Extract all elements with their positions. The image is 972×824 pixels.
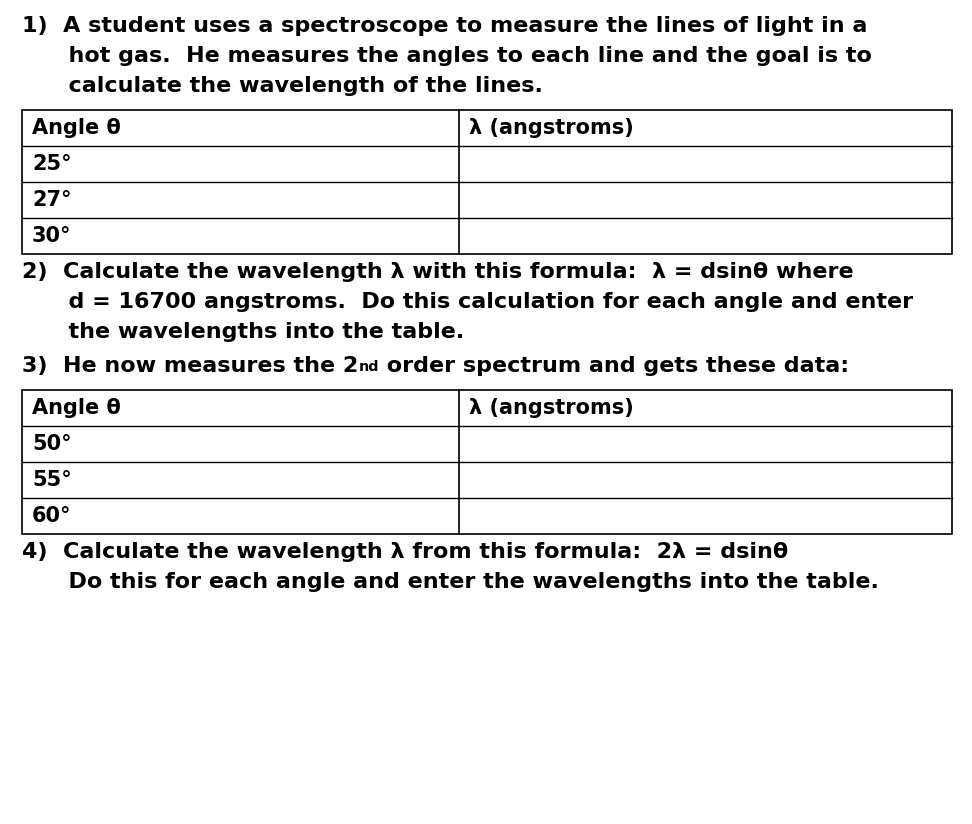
Text: Do this for each angle and enter the wavelengths into the table.: Do this for each angle and enter the wav… bbox=[22, 572, 879, 592]
Text: Angle θ: Angle θ bbox=[32, 398, 121, 418]
Text: the wavelengths into the table.: the wavelengths into the table. bbox=[22, 322, 465, 342]
Text: 1)  A student uses a spectroscope to measure the lines of light in a: 1) A student uses a spectroscope to meas… bbox=[22, 16, 867, 36]
Text: calculate the wavelength of the lines.: calculate the wavelength of the lines. bbox=[22, 76, 543, 96]
Text: 50°: 50° bbox=[32, 434, 72, 454]
Text: order spectrum and gets these data:: order spectrum and gets these data: bbox=[379, 356, 849, 376]
Text: hot gas.  He measures the angles to each line and the goal is to: hot gas. He measures the angles to each … bbox=[22, 46, 872, 66]
Bar bbox=[22, 390, 952, 534]
Text: 27°: 27° bbox=[32, 190, 72, 210]
Text: 25°: 25° bbox=[32, 154, 72, 174]
Text: λ (angstroms): λ (angstroms) bbox=[469, 118, 634, 138]
Text: λ (angstroms): λ (angstroms) bbox=[469, 398, 634, 418]
Text: Angle θ: Angle θ bbox=[32, 118, 121, 138]
Text: 2)  Calculate the wavelength λ with this formula:  λ = dsinθ where: 2) Calculate the wavelength λ with this … bbox=[22, 262, 853, 282]
Text: d = 16700 angstroms.  Do this calculation for each angle and enter: d = 16700 angstroms. Do this calculation… bbox=[22, 292, 913, 312]
Text: 3)  He now measures the 2: 3) He now measures the 2 bbox=[22, 356, 359, 376]
Text: 55°: 55° bbox=[32, 470, 72, 490]
Bar bbox=[22, 110, 952, 254]
Text: 30°: 30° bbox=[32, 226, 72, 246]
Text: 60°: 60° bbox=[32, 506, 72, 526]
Text: 4)  Calculate the wavelength λ from this formula:  2λ = dsinθ: 4) Calculate the wavelength λ from this … bbox=[22, 542, 788, 562]
Text: nd: nd bbox=[359, 360, 379, 374]
